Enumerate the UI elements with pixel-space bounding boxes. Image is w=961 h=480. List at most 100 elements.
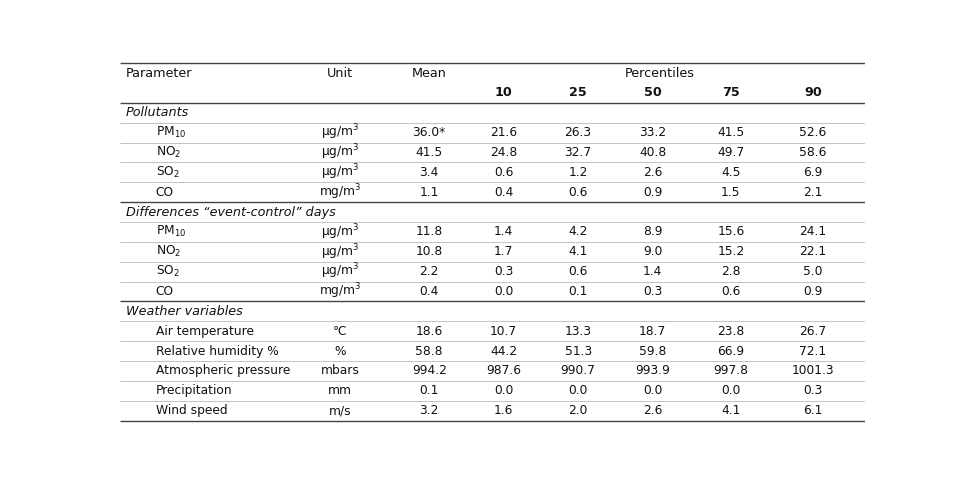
Text: 0.6: 0.6 [494,166,513,179]
Text: 13.3: 13.3 [565,324,592,338]
Text: °C: °C [333,324,347,338]
Text: 51.3: 51.3 [564,345,592,358]
Text: 15.2: 15.2 [717,245,745,258]
Text: 1.5: 1.5 [721,186,741,199]
Text: 2.6: 2.6 [643,166,662,179]
Text: 90: 90 [804,86,822,99]
Text: 52.6: 52.6 [800,126,826,139]
Text: 26.3: 26.3 [565,126,592,139]
Text: 32.7: 32.7 [565,146,592,159]
Text: μg/m$^3$: μg/m$^3$ [321,242,359,262]
Text: 4.5: 4.5 [721,166,741,179]
Text: 4.2: 4.2 [569,226,588,239]
Text: %: % [334,345,346,358]
Text: 2.2: 2.2 [420,265,439,278]
Text: 0.3: 0.3 [494,265,513,278]
Text: μg/m$^3$: μg/m$^3$ [321,143,359,162]
Text: Air temperature: Air temperature [156,324,254,338]
Text: 41.5: 41.5 [717,126,745,139]
Text: 0.1: 0.1 [569,285,588,298]
Text: 0.1: 0.1 [420,384,439,397]
Text: 1.6: 1.6 [494,404,513,417]
Text: mm: mm [328,384,352,397]
Text: 9.0: 9.0 [643,245,662,258]
Text: 33.2: 33.2 [639,126,666,139]
Text: 0.6: 0.6 [721,285,741,298]
Text: 1001.3: 1001.3 [792,364,834,377]
Text: μg/m$^3$: μg/m$^3$ [321,123,359,143]
Text: 990.7: 990.7 [560,364,596,377]
Text: Weather variables: Weather variables [126,305,243,318]
Text: 26.7: 26.7 [800,324,826,338]
Text: 22.1: 22.1 [800,245,826,258]
Text: 8.9: 8.9 [643,226,662,239]
Text: SO$_2$: SO$_2$ [156,264,180,279]
Text: μg/m$^3$: μg/m$^3$ [321,163,359,182]
Text: 0.6: 0.6 [569,265,588,278]
Text: 1.1: 1.1 [420,186,439,199]
Text: NO$_2$: NO$_2$ [156,244,182,259]
Text: mg/m$^3$: mg/m$^3$ [318,182,361,202]
Text: 23.8: 23.8 [717,324,745,338]
Text: 3.2: 3.2 [420,404,439,417]
Text: 3.4: 3.4 [420,166,439,179]
Text: 24.8: 24.8 [490,146,517,159]
Text: 2.0: 2.0 [569,404,588,417]
Text: Percentiles: Percentiles [625,67,695,80]
Text: 6.9: 6.9 [803,166,823,179]
Text: Pollutants: Pollutants [126,106,189,120]
Text: 59.8: 59.8 [639,345,666,358]
Text: PM$_{10}$: PM$_{10}$ [156,224,186,240]
Text: 0.0: 0.0 [643,384,662,397]
Text: 75: 75 [722,86,740,99]
Text: 987.6: 987.6 [486,364,521,377]
Text: 21.6: 21.6 [490,126,517,139]
Text: 0.0: 0.0 [569,384,588,397]
Text: 1.2: 1.2 [569,166,588,179]
Text: μg/m$^3$: μg/m$^3$ [321,222,359,242]
Text: 1.7: 1.7 [494,245,513,258]
Text: m/s: m/s [329,404,351,417]
Text: 11.8: 11.8 [415,226,443,239]
Text: 0.9: 0.9 [643,186,662,199]
Text: 1.4: 1.4 [643,265,662,278]
Text: μg/m$^3$: μg/m$^3$ [321,262,359,281]
Text: 40.8: 40.8 [639,146,666,159]
Text: 0.0: 0.0 [494,384,513,397]
Text: 2.1: 2.1 [803,186,823,199]
Text: 18.7: 18.7 [639,324,666,338]
Text: Relative humidity %: Relative humidity % [156,345,279,358]
Text: 6.1: 6.1 [803,404,823,417]
Text: 10.7: 10.7 [490,324,517,338]
Text: 36.0*: 36.0* [412,126,446,139]
Text: 5.0: 5.0 [803,265,823,278]
Text: PM$_{10}$: PM$_{10}$ [156,125,186,140]
Text: 10.8: 10.8 [415,245,443,258]
Text: Mean: Mean [411,67,447,80]
Text: 15.6: 15.6 [717,226,745,239]
Text: 0.9: 0.9 [803,285,823,298]
Text: 41.5: 41.5 [415,146,443,159]
Text: 25: 25 [569,86,587,99]
Text: 49.7: 49.7 [717,146,745,159]
Text: SO$_2$: SO$_2$ [156,165,180,180]
Text: 10: 10 [495,86,512,99]
Text: 4.1: 4.1 [721,404,741,417]
Text: Differences “event-control” days: Differences “event-control” days [126,205,335,218]
Text: Precipitation: Precipitation [156,384,233,397]
Text: CO: CO [156,285,174,298]
Text: 993.9: 993.9 [635,364,670,377]
Text: 2.6: 2.6 [643,404,662,417]
Text: Unit: Unit [327,67,353,80]
Text: 4.1: 4.1 [569,245,588,258]
Text: 0.0: 0.0 [721,384,741,397]
Text: 50: 50 [644,86,661,99]
Text: Atmospheric pressure: Atmospheric pressure [156,364,290,377]
Text: 2.8: 2.8 [721,265,741,278]
Text: 24.1: 24.1 [800,226,826,239]
Text: 0.0: 0.0 [494,285,513,298]
Text: 58.6: 58.6 [800,146,826,159]
Text: 18.6: 18.6 [415,324,443,338]
Text: 72.1: 72.1 [800,345,826,358]
Text: mg/m$^3$: mg/m$^3$ [318,282,361,301]
